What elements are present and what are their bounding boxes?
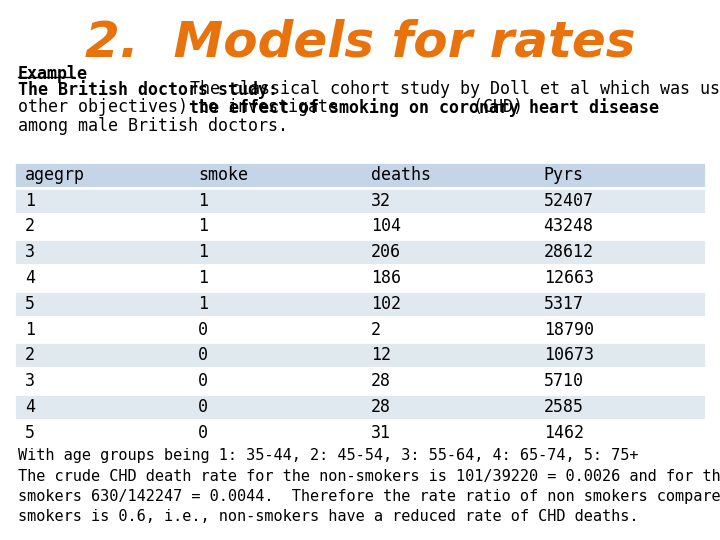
Text: 5710: 5710 — [544, 372, 584, 390]
Text: smoke: smoke — [198, 166, 248, 184]
Text: 4: 4 — [25, 269, 35, 287]
Text: 52407: 52407 — [544, 192, 593, 210]
Text: 1462: 1462 — [544, 423, 584, 442]
Text: 43248: 43248 — [544, 218, 593, 235]
Text: among male British doctors.: among male British doctors. — [18, 117, 288, 134]
Text: 3: 3 — [25, 372, 35, 390]
Text: 2585: 2585 — [544, 398, 584, 416]
Text: 2: 2 — [371, 321, 381, 339]
Text: 102: 102 — [371, 295, 401, 313]
Text: 1: 1 — [198, 218, 208, 235]
Text: 5: 5 — [25, 295, 35, 313]
Text: 0: 0 — [198, 423, 208, 442]
Text: 28612: 28612 — [544, 243, 593, 261]
Text: Example: Example — [18, 65, 88, 83]
Text: The British doctors study:: The British doctors study: — [18, 80, 278, 99]
Text: 1: 1 — [198, 295, 208, 313]
Text: 12: 12 — [371, 346, 391, 364]
Text: 0: 0 — [198, 398, 208, 416]
Text: The classical cohort study by Doll et al which was used (among: The classical cohort study by Doll et al… — [170, 80, 720, 98]
Text: agegrp: agegrp — [25, 166, 85, 184]
Text: 2.  Models for rates: 2. Models for rates — [85, 19, 635, 67]
Text: 104: 104 — [371, 218, 401, 235]
Text: 18790: 18790 — [544, 321, 593, 339]
Text: 186: 186 — [371, 269, 401, 287]
Text: 28: 28 — [371, 398, 391, 416]
Text: 5: 5 — [25, 423, 35, 442]
Text: 5317: 5317 — [544, 295, 584, 313]
Text: 0: 0 — [198, 372, 208, 390]
Text: (CHD): (CHD) — [463, 98, 523, 116]
Text: 1: 1 — [198, 269, 208, 287]
Text: Pyrs: Pyrs — [544, 166, 584, 184]
Text: 28: 28 — [371, 372, 391, 390]
Text: 1: 1 — [198, 192, 208, 210]
Text: other objectives) to investigate: other objectives) to investigate — [18, 98, 348, 116]
Text: the effect of smoking on coronary heart disease: the effect of smoking on coronary heart … — [189, 98, 659, 117]
Text: 1: 1 — [25, 192, 35, 210]
Text: With age groups being 1: 35-44, 2: 45-54, 3: 55-64, 4: 65-74, 5: 75+
The crude C: With age groups being 1: 35-44, 2: 45-54… — [18, 448, 720, 524]
Text: 206: 206 — [371, 243, 401, 261]
Text: 12663: 12663 — [544, 269, 593, 287]
Text: 2: 2 — [25, 346, 35, 364]
Text: 0: 0 — [198, 321, 208, 339]
Text: 2: 2 — [25, 218, 35, 235]
Text: 1: 1 — [198, 243, 208, 261]
Text: 31: 31 — [371, 423, 391, 442]
Text: 32: 32 — [371, 192, 391, 210]
Text: 10673: 10673 — [544, 346, 593, 364]
Text: deaths: deaths — [371, 166, 431, 184]
Text: 4: 4 — [25, 398, 35, 416]
Text: 3: 3 — [25, 243, 35, 261]
Text: 1: 1 — [25, 321, 35, 339]
Text: 0: 0 — [198, 346, 208, 364]
